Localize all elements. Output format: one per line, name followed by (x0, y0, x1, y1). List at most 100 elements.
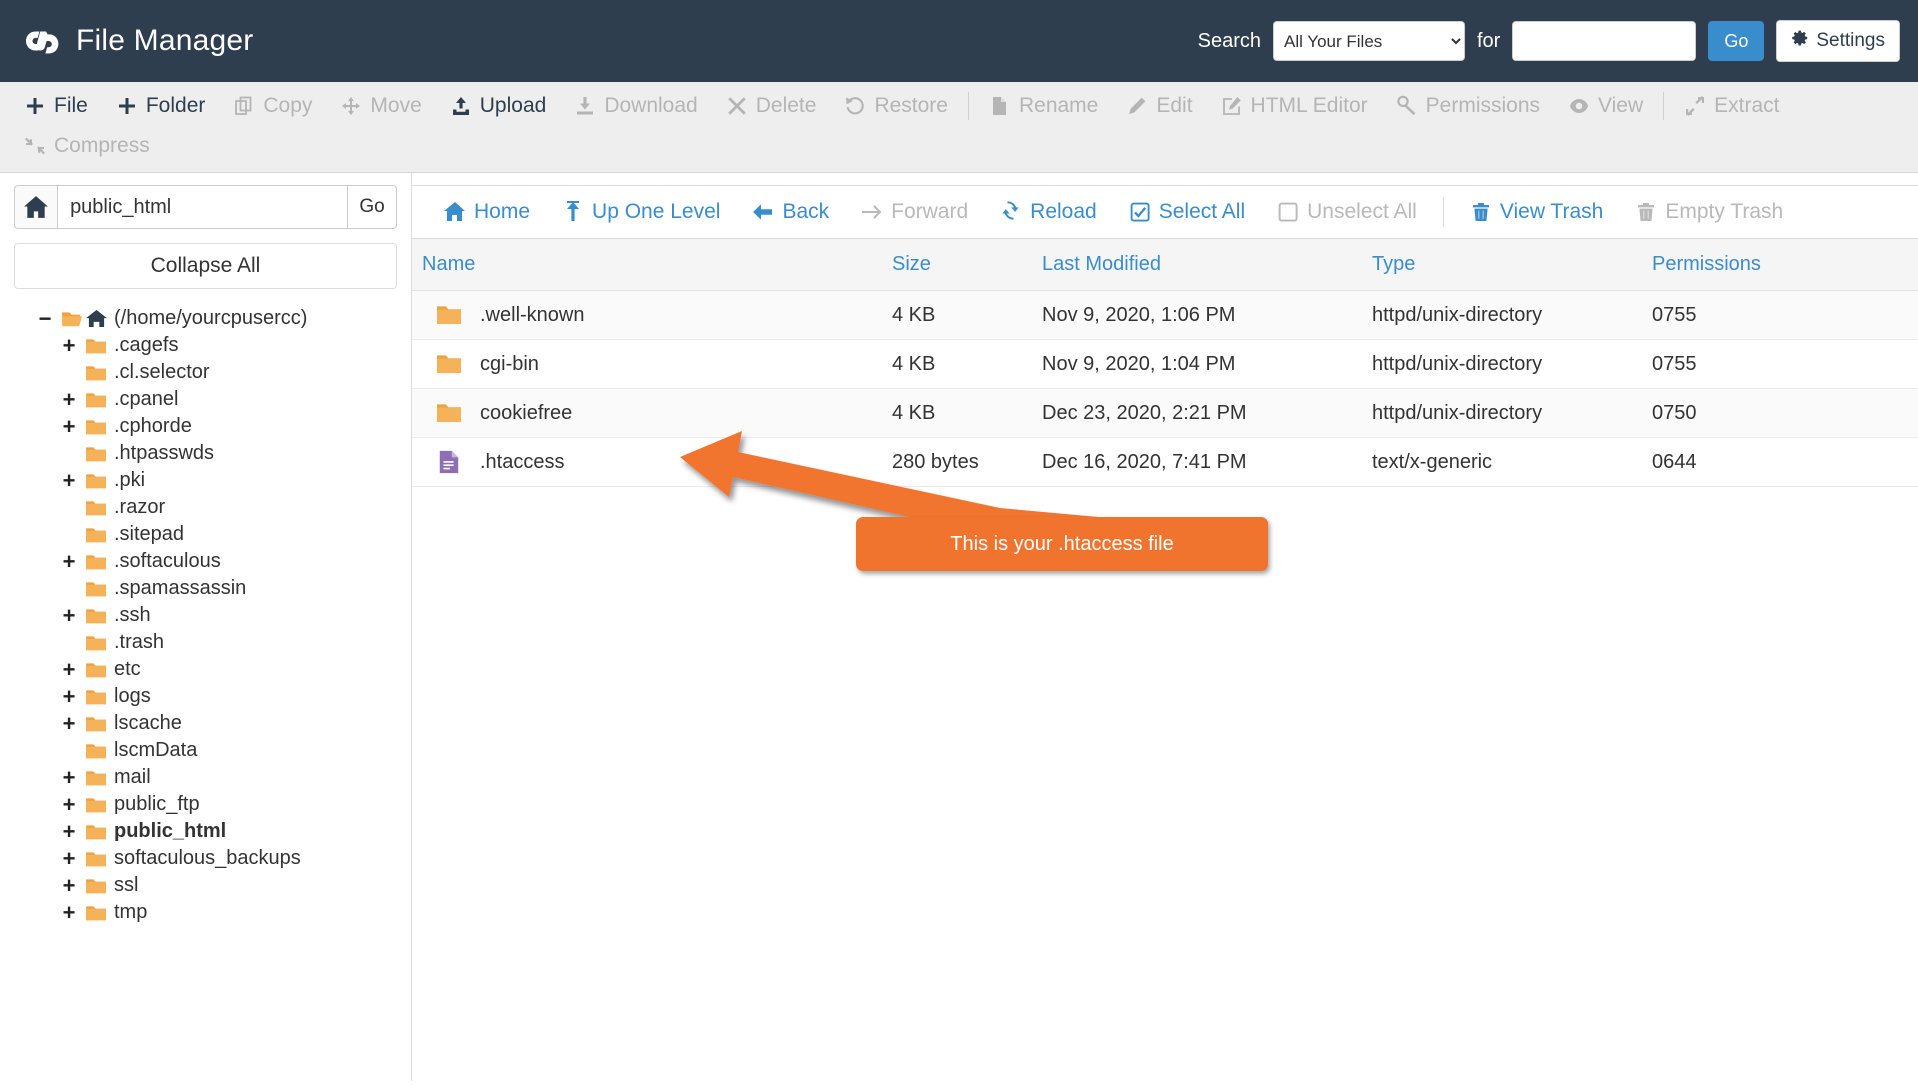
folder-icon (85, 661, 107, 679)
column-header-size[interactable]: Size (882, 239, 1032, 291)
column-header-name[interactable]: Name (412, 239, 882, 291)
tree-expand-icon[interactable]: + (62, 548, 76, 574)
tree-node-lscmdata[interactable]: lscmData (14, 737, 397, 764)
file-name-label: cgi-bin (480, 352, 539, 375)
toolbar-item-label: View (1598, 94, 1644, 117)
toolbar-move-button: Move (326, 86, 435, 126)
cell-name[interactable]: cookiefree (412, 388, 882, 438)
nav-item-label: View Trash (1499, 200, 1604, 223)
tree-expand-icon[interactable]: + (62, 386, 76, 412)
tree-collapse-icon[interactable]: − (38, 305, 52, 331)
tree-node-lscache[interactable]: + lscache (14, 710, 397, 737)
tree-node-clselector[interactable]: .cl.selector (14, 359, 397, 386)
tree-node-tmp[interactable]: + tmp (14, 899, 397, 926)
search-input[interactable] (1512, 21, 1697, 61)
toolbar-html-editor-button: HTML Editor (1207, 86, 1382, 126)
nav-select-all-button[interactable]: Select All (1113, 194, 1261, 230)
tree-node-razor[interactable]: .razor (14, 494, 397, 521)
file-name-label: .htaccess (480, 450, 565, 473)
folder-icon (86, 392, 106, 407)
folder-icon (86, 635, 106, 650)
tree-expand-icon[interactable]: + (62, 656, 76, 682)
table-row[interactable]: cgi-bin 4 KB Nov 9, 2020, 1:04 PM httpd/uni… (412, 339, 1918, 389)
tree-node-pki[interactable]: + .pki (14, 467, 397, 494)
settings-button[interactable]: Settings (1776, 20, 1900, 62)
tree-node-cpanel[interactable]: + .cpanel (14, 386, 397, 413)
toolbar-upload-button[interactable]: Upload (436, 86, 561, 126)
tree-node-public_ftp[interactable]: + public_ftp (14, 791, 397, 818)
nav-up-one-level-button[interactable]: Up One Level (546, 194, 736, 230)
tree-toggle-placeholder (60, 362, 78, 384)
nav-view-trash-button[interactable]: View Trash (1454, 194, 1620, 230)
toolbar-restore-button: Restore (830, 86, 962, 126)
tree-expand-icon[interactable]: + (62, 764, 76, 790)
tree-node-cphorde[interactable]: + .cphorde (14, 413, 397, 440)
nav-back-button[interactable]: Back (736, 194, 845, 230)
toolbar-row-secondary: Compress (10, 126, 1908, 166)
tree-node-label: logs (114, 685, 151, 707)
tree-expand-icon[interactable]: + (62, 845, 76, 871)
tree-node-spamassassin[interactable]: .spamassassin (14, 575, 397, 602)
tree-node-trash[interactable]: .trash (14, 629, 397, 656)
nav-item-label: Up One Level (592, 200, 721, 223)
text-file-icon (436, 450, 462, 474)
nav-home-button[interactable]: Home (428, 194, 546, 230)
tree-node-ssl[interactable]: + ssl (14, 872, 397, 899)
tree-toggle-placeholder (60, 524, 78, 546)
path-home-button[interactable] (14, 185, 58, 229)
directory-tree: − (/home/yourcpusercc) + .cagefs .cl.select… (14, 305, 397, 926)
folder-icon (86, 743, 106, 758)
tree-expand-icon[interactable]: + (62, 332, 76, 358)
table-row[interactable]: cookiefree 4 KB Dec 23, 2020, 2:21 PM httpd… (412, 388, 1918, 438)
tree-node-label: .razor (114, 496, 166, 518)
path-input[interactable] (57, 185, 349, 229)
folder-icon (437, 404, 461, 422)
tree-node-label: .trash (114, 631, 165, 653)
collapse-all-button[interactable]: Collapse All (14, 243, 397, 289)
tree-expand-icon[interactable]: + (62, 602, 76, 628)
cell-name[interactable]: .htaccess (412, 437, 882, 487)
tree-expand-icon[interactable]: + (62, 872, 76, 898)
table-row[interactable]: .well-known 4 KB Nov 9, 2020, 1:06 PM httpd… (412, 290, 1918, 340)
nav-reload-button[interactable]: Reload (984, 194, 1113, 230)
toolbar-file-button[interactable]: File (10, 86, 102, 126)
tree-node-softaculous_backups[interactable]: + softaculous_backups (14, 845, 397, 872)
page-title: File Manager (76, 24, 254, 57)
path-go-button[interactable]: Go (348, 185, 397, 229)
folder-icon (86, 419, 106, 434)
tree-expand-icon[interactable]: + (62, 899, 76, 925)
column-header-permissions[interactable]: Permissions (1642, 239, 1918, 291)
cell-name[interactable]: cgi-bin (412, 339, 882, 389)
tree-node-public_html[interactable]: + public_html (14, 818, 397, 845)
toolbar-copy-button: Copy (219, 86, 326, 126)
tree-node-label: ssl (114, 874, 139, 896)
search-go-button[interactable]: Go (1708, 21, 1765, 61)
tree-expand-icon[interactable]: + (62, 791, 76, 817)
tree-expand-icon[interactable]: + (62, 818, 76, 844)
tree-expand-icon[interactable]: + (62, 683, 76, 709)
table-row[interactable]: .htaccess 280 bytes Dec 16, 2020, 7:41 PM t… (412, 437, 1918, 487)
tree-node-softaculous[interactable]: + .softaculous (14, 548, 397, 575)
cell-name[interactable]: .well-known (412, 290, 882, 340)
tree-node-logs[interactable]: + logs (14, 683, 397, 710)
tree-node-etc[interactable]: + etc (14, 656, 397, 683)
tree-node-label: public_html (114, 820, 227, 842)
toolbar-folder-button[interactable]: Folder (102, 86, 220, 126)
toolbar-item-label: Download (604, 94, 698, 117)
tree-node-ssh[interactable]: + .ssh (14, 602, 397, 629)
tree-node-homeyourcpusercc[interactable]: − (/home/yourcpusercc) (14, 305, 397, 332)
column-header-type[interactable]: Type (1362, 239, 1642, 291)
tree-node-mail[interactable]: + mail (14, 764, 397, 791)
folder-icon (86, 338, 106, 353)
app-header: File Manager Search All Your Files for G… (0, 0, 1918, 82)
tree-node-sitepad[interactable]: .sitepad (14, 521, 397, 548)
column-header-modified[interactable]: Last Modified (1032, 239, 1362, 291)
tree-expand-icon[interactable]: + (62, 467, 76, 493)
search-scope-select[interactable]: All Your Files (1273, 21, 1465, 61)
tree-node-htpasswds[interactable]: .htpasswds (14, 440, 397, 467)
table-header-row: Name Size Last Modified Type Permissions (412, 239, 1918, 291)
folder-icon (86, 446, 106, 461)
tree-expand-icon[interactable]: + (62, 413, 76, 439)
tree-node-cagefs[interactable]: + .cagefs (14, 332, 397, 359)
tree-expand-icon[interactable]: + (62, 710, 76, 736)
